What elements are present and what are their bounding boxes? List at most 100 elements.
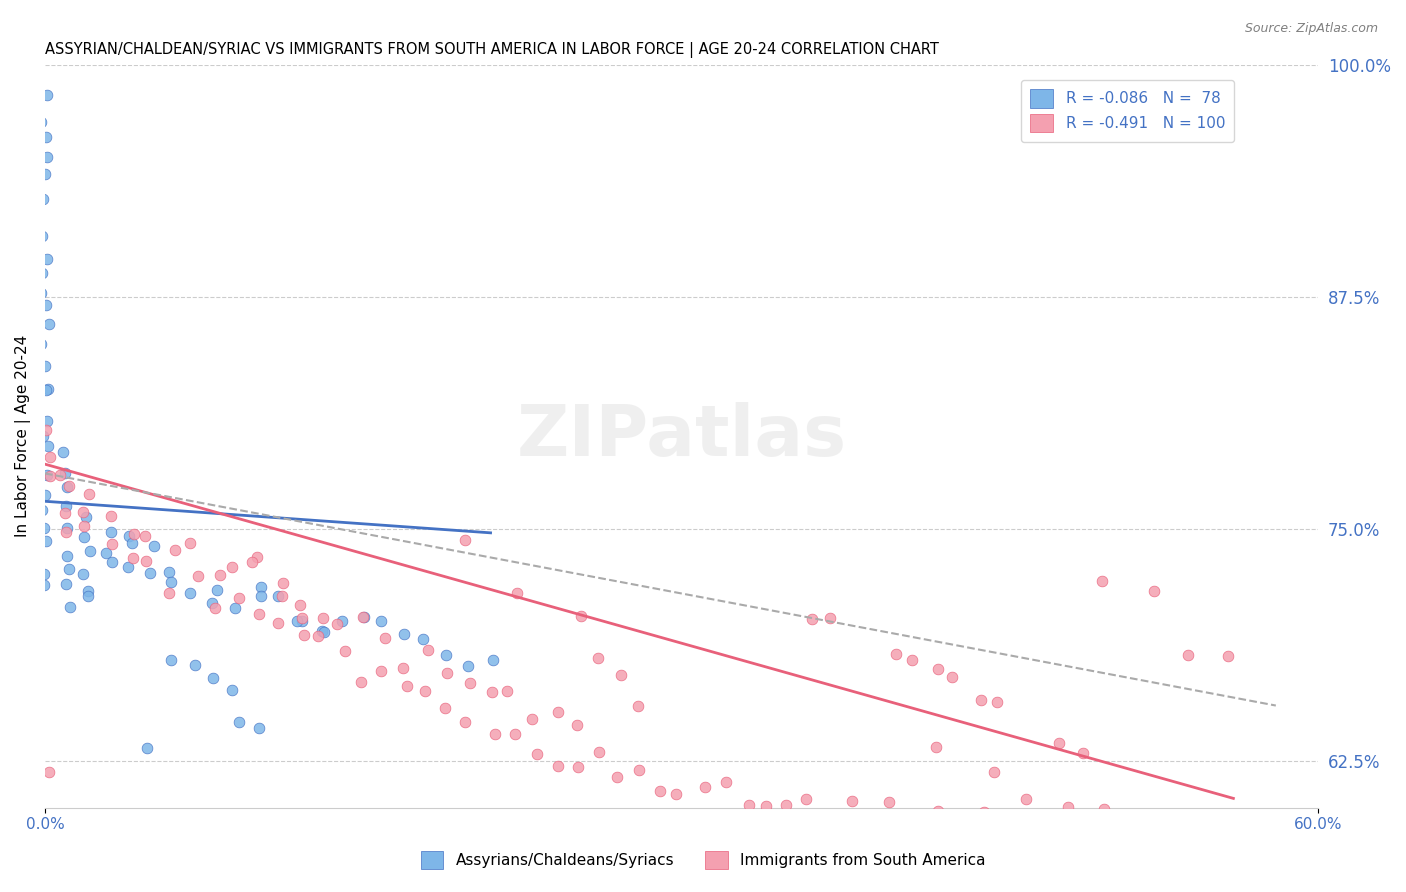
Point bbox=[39, 450, 62, 464]
Point bbox=[58, 562, 80, 576]
Point bbox=[35, 423, 58, 437]
Point bbox=[503, 726, 526, 740]
Point bbox=[35, 467, 58, 482]
Point bbox=[270, 589, 292, 603]
Point bbox=[35, 252, 58, 267]
Point bbox=[291, 611, 314, 625]
Point bbox=[567, 760, 589, 774]
Point bbox=[31, 266, 53, 280]
Point bbox=[122, 526, 145, 541]
Point bbox=[565, 717, 588, 731]
Point bbox=[392, 661, 415, 675]
Point bbox=[228, 591, 250, 606]
Point bbox=[246, 550, 269, 565]
Point bbox=[79, 543, 101, 558]
Point bbox=[201, 596, 224, 610]
Point bbox=[586, 651, 609, 665]
Point bbox=[136, 741, 159, 756]
Point bbox=[496, 684, 519, 698]
Point bbox=[394, 626, 416, 640]
Point bbox=[291, 614, 314, 628]
Point bbox=[38, 764, 60, 779]
Point bbox=[250, 589, 273, 603]
Point bbox=[1218, 649, 1240, 664]
Point bbox=[738, 797, 761, 812]
Point bbox=[287, 615, 309, 629]
Point bbox=[901, 653, 924, 667]
Point bbox=[228, 715, 250, 730]
Point bbox=[240, 555, 263, 569]
Point bbox=[221, 683, 243, 698]
Point bbox=[34, 168, 56, 182]
Point bbox=[72, 566, 94, 581]
Point bbox=[58, 600, 80, 615]
Point bbox=[53, 466, 76, 480]
Point bbox=[55, 524, 77, 539]
Y-axis label: In Labor Force | Age 20-24: In Labor Force | Age 20-24 bbox=[15, 335, 31, 537]
Point bbox=[520, 712, 543, 726]
Point bbox=[160, 575, 183, 590]
Point bbox=[121, 536, 143, 550]
Point bbox=[32, 429, 55, 443]
Point bbox=[370, 665, 392, 679]
Point bbox=[31, 503, 53, 517]
Point bbox=[436, 666, 458, 681]
Point bbox=[135, 553, 157, 567]
Point bbox=[627, 699, 650, 714]
Point bbox=[325, 617, 347, 632]
Point bbox=[157, 585, 180, 599]
Point bbox=[52, 444, 75, 458]
Point bbox=[927, 662, 949, 676]
Legend: R = -0.086   N =  78, R = -0.491   N = 100: R = -0.086 N = 78, R = -0.491 N = 100 bbox=[1021, 80, 1234, 142]
Point bbox=[941, 670, 963, 684]
Point bbox=[247, 721, 270, 735]
Point bbox=[794, 792, 817, 806]
Point bbox=[94, 546, 117, 560]
Point bbox=[1047, 736, 1070, 750]
Point bbox=[35, 130, 58, 145]
Point bbox=[983, 765, 1005, 780]
Point bbox=[224, 601, 246, 615]
Point bbox=[72, 505, 94, 519]
Point bbox=[1071, 746, 1094, 760]
Point bbox=[460, 675, 482, 690]
Point bbox=[56, 549, 79, 564]
Point bbox=[134, 529, 156, 543]
Point bbox=[53, 506, 76, 520]
Point bbox=[350, 675, 373, 690]
Point bbox=[55, 576, 77, 591]
Point bbox=[143, 539, 166, 553]
Point bbox=[370, 614, 392, 628]
Point bbox=[35, 414, 58, 428]
Point bbox=[77, 583, 100, 598]
Point bbox=[117, 559, 139, 574]
Point bbox=[179, 586, 201, 600]
Point bbox=[800, 612, 823, 626]
Point bbox=[396, 679, 419, 693]
Point bbox=[35, 151, 58, 165]
Point bbox=[665, 787, 688, 801]
Point bbox=[416, 643, 439, 657]
Point bbox=[79, 486, 101, 500]
Point bbox=[58, 478, 80, 492]
Point bbox=[314, 624, 336, 639]
Point bbox=[454, 715, 477, 730]
Point bbox=[292, 628, 315, 642]
Point bbox=[352, 609, 374, 624]
Point bbox=[610, 668, 633, 682]
Point bbox=[434, 701, 457, 715]
Point bbox=[204, 601, 226, 615]
Point bbox=[139, 808, 162, 822]
Point bbox=[202, 671, 225, 685]
Point bbox=[30, 285, 52, 300]
Point bbox=[250, 580, 273, 594]
Point bbox=[412, 632, 434, 646]
Point bbox=[101, 536, 124, 550]
Point bbox=[353, 609, 375, 624]
Point bbox=[247, 607, 270, 622]
Point bbox=[73, 519, 96, 533]
Point bbox=[31, 192, 53, 206]
Legend: Assyrians/Chaldeans/Syriacs, Immigrants from South America: Assyrians/Chaldeans/Syriacs, Immigrants … bbox=[415, 845, 991, 875]
Point bbox=[481, 684, 503, 698]
Point bbox=[884, 647, 907, 661]
